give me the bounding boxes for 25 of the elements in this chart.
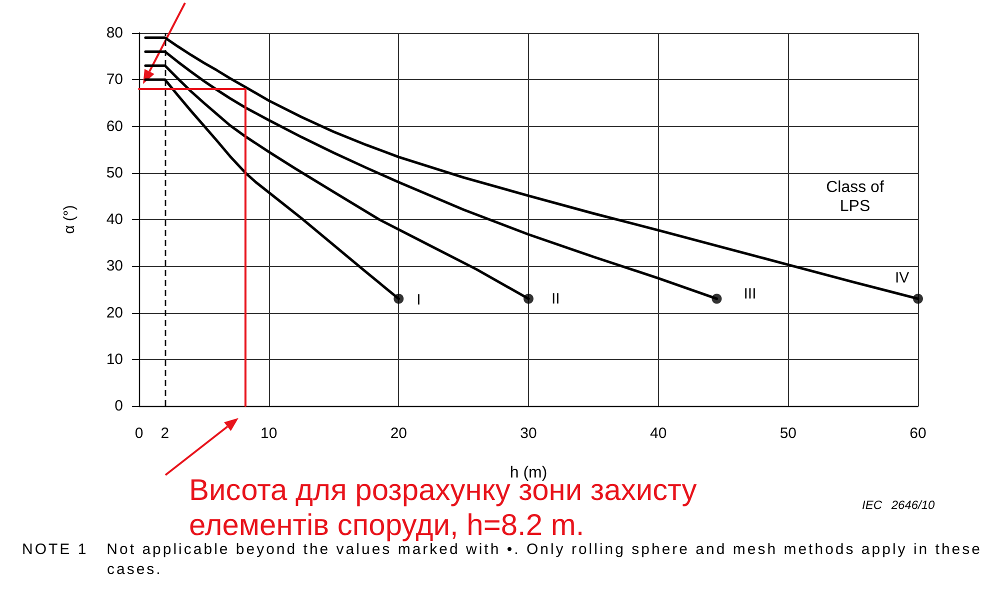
x-tick-label: 0 — [134, 425, 144, 442]
x-tick-label: 20 — [390, 425, 408, 442]
x-tick-label: 10 — [260, 425, 278, 442]
text: NOTE 1 Not applicable beyond the values marked with •. Only rolling sphere and mesh methods apply in these cases. — [22, 541, 983, 580]
y-axis-title: α (°) — [61, 205, 78, 234]
series-label: IV — [895, 269, 910, 286]
y-tick-label: 30 — [106, 258, 123, 275]
annotation: Class of LPS — [825, 178, 885, 216]
y-tick-label: 0 — [114, 398, 123, 414]
x-tick-label: 30 — [520, 425, 537, 442]
x-tick-label: 50 — [780, 425, 797, 442]
y-tick-label: 10 — [106, 350, 123, 368]
y-tick-label: 80 — [106, 24, 123, 42]
series-label: III — [744, 285, 756, 302]
series-label: II — [552, 290, 560, 308]
series-label: I — [416, 291, 421, 308]
y-tick-label: 20 — [106, 304, 123, 322]
y-tick-label: 70 — [106, 71, 123, 88]
y-tick-label: 50 — [106, 164, 123, 182]
x-tick-label: 60 — [910, 425, 926, 442]
y-tick-label: 40 — [106, 211, 123, 228]
x-tick-label: 2 — [160, 425, 170, 442]
text: IEC 2646/10 — [862, 498, 935, 512]
y-tick-label: 60 — [106, 118, 123, 135]
x-tick-label: 40 — [650, 425, 667, 442]
